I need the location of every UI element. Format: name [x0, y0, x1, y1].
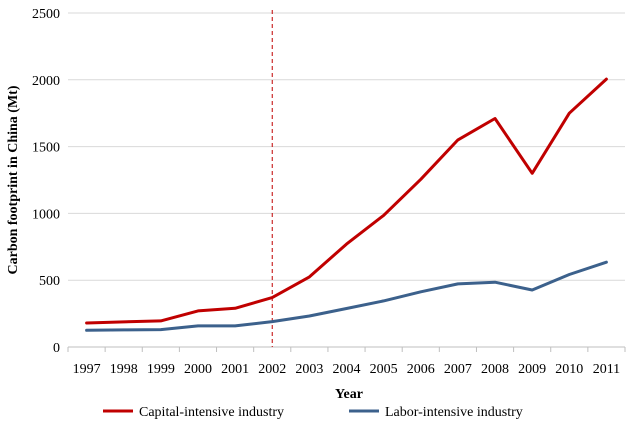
- series-lines: [85, 77, 608, 332]
- x-tick-label: 2007: [444, 362, 472, 377]
- x-axis-ticks: 1997 1998 1999 2000 2001 2002 2003 2004 2005 2006…: [73, 362, 621, 377]
- legend-label-1: Capital-intensive industry: [139, 405, 284, 420]
- x-tick-label: 2008: [481, 362, 509, 377]
- y-axis-ticks: 0 500 1000 1500 2000 2500: [32, 7, 60, 356]
- x-tick-label: 2009: [518, 362, 546, 377]
- y-tick-label: 500: [39, 274, 60, 289]
- y-tick-label: 2000: [32, 74, 60, 89]
- x-tick-label: 2001: [221, 362, 249, 377]
- x-axis: [67, 346, 626, 352]
- y-tick-label: 0: [53, 341, 60, 356]
- y-axis-title: Carbon footprint in China (Mt): [6, 85, 21, 274]
- series-line-1: [85, 77, 608, 325]
- y-tick-label: 2500: [32, 7, 60, 22]
- x-tick-label: 2003: [295, 362, 323, 377]
- x-tick-label: 1999: [147, 362, 175, 377]
- x-tick-label: 2000: [184, 362, 212, 377]
- x-tick-label: 2005: [370, 362, 398, 377]
- x-tick-label: 1997: [73, 362, 101, 377]
- gridlines: [68, 12, 625, 281]
- legend-label-2: Labor-intensive industry: [385, 405, 523, 420]
- x-tick-label: 2011: [593, 362, 620, 377]
- legend: Capital-intensive industry Labor-intensiv…: [103, 405, 523, 420]
- x-tick-label: 2002: [258, 362, 286, 377]
- y-tick-label: 1500: [32, 141, 60, 156]
- x-axis-title: Year: [335, 387, 363, 402]
- x-tick-label: 1998: [110, 362, 138, 377]
- series-line-2: [85, 260, 608, 332]
- x-tick-label: 2004: [333, 362, 361, 377]
- x-tick-label: 2006: [407, 362, 435, 377]
- y-tick-label: 1000: [32, 207, 60, 222]
- x-tick-label: 2010: [555, 362, 583, 377]
